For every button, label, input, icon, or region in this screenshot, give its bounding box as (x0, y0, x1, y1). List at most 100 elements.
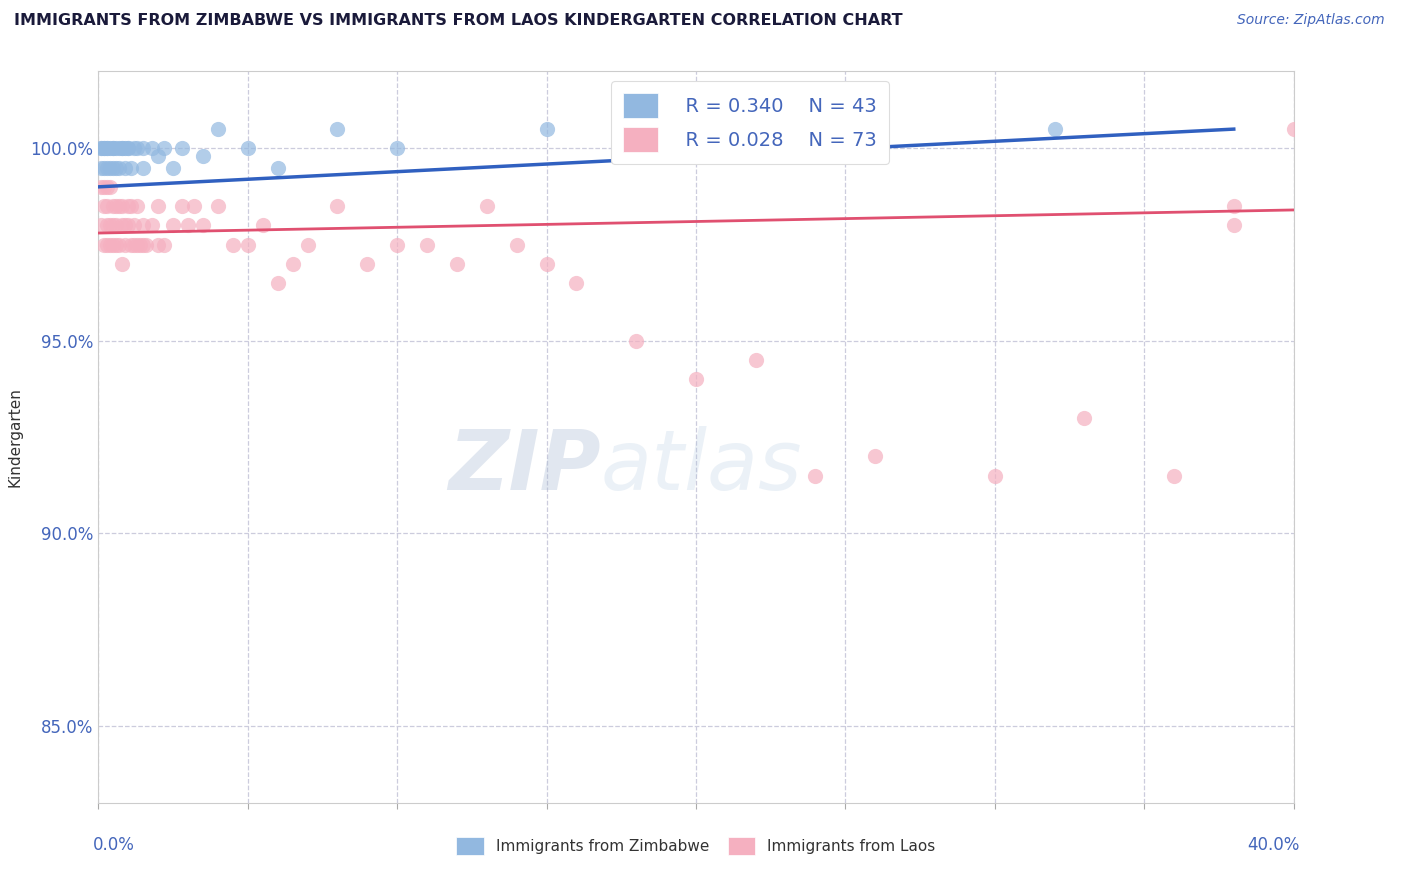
Point (475, 199, 498, 213)
Point (98, 237, 122, 252)
Point (93, 141, 115, 155)
Point (96, 141, 118, 155)
Point (105, 141, 128, 155)
Point (446, 257, 468, 271)
Point (93, 237, 115, 252)
Point (356, 257, 378, 271)
Point (148, 237, 170, 252)
Point (117, 141, 139, 155)
Point (90, 141, 112, 155)
Point (385, 141, 409, 155)
Y-axis label: Kindergarten: Kindergarten (7, 387, 22, 487)
Point (162, 219, 184, 233)
Point (96, 141, 118, 155)
Point (93, 199, 115, 213)
Point (135, 237, 157, 252)
Point (98, 179, 122, 194)
Point (804, 468, 827, 483)
Point (506, 237, 529, 252)
Point (127, 199, 149, 213)
Point (267, 276, 290, 290)
Point (124, 219, 146, 233)
Point (1073, 410, 1095, 425)
Point (1282, 122, 1305, 136)
Legend: Immigrants from Zimbabwe, Immigrants from Laos: Immigrants from Zimbabwe, Immigrants fro… (450, 831, 942, 861)
Point (114, 237, 136, 252)
Point (129, 237, 152, 252)
Point (117, 141, 139, 155)
Point (96, 199, 118, 213)
Point (93, 141, 115, 155)
Point (120, 161, 142, 175)
Point (207, 122, 229, 136)
Text: atlas: atlas (600, 425, 801, 507)
Point (1043, 122, 1066, 136)
Point (98, 141, 122, 155)
Point (96, 237, 118, 252)
Point (865, 450, 887, 464)
Point (162, 161, 184, 175)
Point (222, 237, 245, 252)
Point (385, 237, 409, 252)
Text: 40.0%: 40.0% (1247, 836, 1299, 854)
Point (124, 237, 146, 252)
Point (114, 141, 136, 155)
Point (297, 237, 319, 252)
Point (132, 141, 155, 155)
Point (103, 161, 125, 175)
Point (416, 237, 439, 252)
Text: Source: ZipAtlas.com: Source: ZipAtlas.com (1237, 13, 1385, 28)
Point (127, 237, 149, 252)
Point (536, 122, 558, 136)
Point (111, 219, 134, 233)
Point (114, 219, 136, 233)
Point (124, 141, 146, 155)
Point (177, 219, 200, 233)
Point (252, 219, 274, 233)
Point (1163, 468, 1185, 483)
Point (132, 237, 155, 252)
Point (117, 199, 139, 213)
Point (93, 179, 115, 194)
Point (984, 468, 1007, 483)
Point (105, 199, 128, 213)
Point (105, 219, 128, 233)
Point (120, 199, 142, 213)
Point (267, 161, 290, 175)
Point (114, 161, 136, 175)
Point (745, 353, 768, 368)
Point (132, 161, 155, 175)
Text: 0.0%: 0.0% (93, 836, 135, 854)
Point (103, 237, 125, 252)
Point (108, 199, 131, 213)
Point (565, 276, 588, 290)
Text: IMMIGRANTS FROM ZIMBABWE VS IMMIGRANTS FROM LAOS KINDERGARTEN CORRELATION CHART: IMMIGRANTS FROM ZIMBABWE VS IMMIGRANTS F… (14, 13, 903, 29)
Point (127, 141, 149, 155)
Point (834, 122, 856, 136)
Point (132, 219, 155, 233)
Point (326, 122, 349, 136)
Point (536, 257, 558, 271)
Point (172, 141, 194, 155)
Point (685, 372, 707, 386)
Point (105, 237, 128, 252)
Point (96, 179, 118, 194)
Point (111, 257, 134, 271)
Text: ZIP: ZIP (447, 425, 600, 507)
Point (90, 179, 112, 194)
Point (207, 199, 229, 213)
Point (120, 237, 142, 252)
Point (111, 199, 134, 213)
Point (103, 141, 125, 155)
Point (98, 161, 122, 175)
Point (236, 237, 259, 252)
Point (111, 141, 134, 155)
Point (153, 141, 176, 155)
Point (117, 219, 139, 233)
Point (148, 199, 170, 213)
Point (90, 161, 112, 175)
Point (326, 199, 349, 213)
Point (108, 161, 131, 175)
Point (626, 334, 648, 348)
Point (111, 141, 134, 155)
